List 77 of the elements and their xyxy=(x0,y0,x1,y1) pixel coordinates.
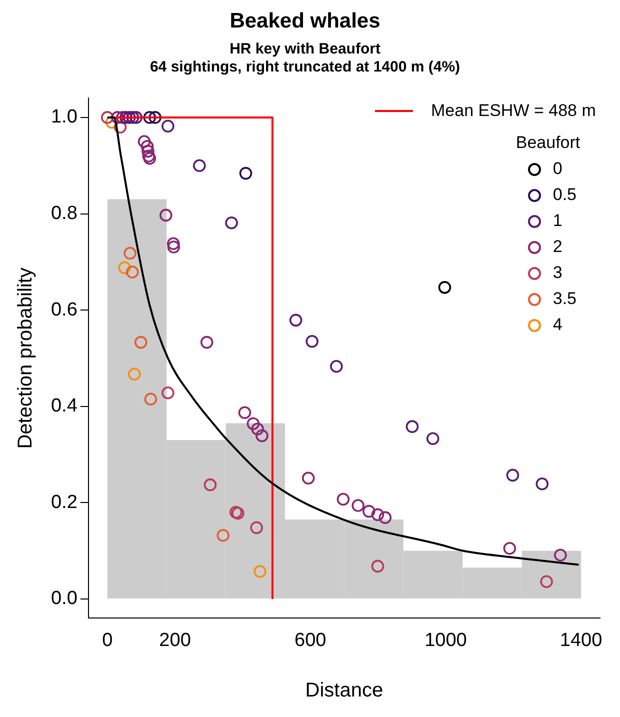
point xyxy=(192,159,206,172)
point xyxy=(406,420,419,433)
x-tick-label: 600 xyxy=(294,630,326,651)
point xyxy=(148,111,162,124)
point xyxy=(144,392,158,406)
point xyxy=(336,492,350,506)
point xyxy=(352,499,364,512)
legend-label: 0.5 xyxy=(552,185,577,206)
y-tick-label: 0.6 xyxy=(50,299,78,320)
x-tick-label: 1000 xyxy=(424,630,467,651)
point xyxy=(426,432,440,446)
point xyxy=(216,528,230,542)
point xyxy=(371,560,384,573)
y-tick-label: 0.4 xyxy=(50,396,78,417)
point xyxy=(246,417,260,430)
point xyxy=(503,542,516,555)
point xyxy=(124,246,136,260)
point xyxy=(371,508,384,522)
chart-subtitle: HR key with Beaufort 64 sightings, right truncated at 1400 m (4%) xyxy=(150,40,460,76)
point xyxy=(536,477,549,490)
point xyxy=(114,120,127,134)
point xyxy=(362,504,376,518)
point xyxy=(256,429,268,442)
y-tick-label: 1.0 xyxy=(50,106,78,128)
point xyxy=(302,472,315,484)
legend-label: Mean ESHW = 488 m xyxy=(431,101,596,122)
point xyxy=(251,422,264,436)
point xyxy=(143,111,156,124)
point xyxy=(225,216,238,230)
point xyxy=(306,334,318,348)
point xyxy=(378,511,392,524)
point xyxy=(204,478,217,492)
point xyxy=(140,140,154,153)
point xyxy=(200,336,214,349)
y-axis-title: Detection probability xyxy=(14,268,37,449)
x-tick-label: 1400 xyxy=(560,630,602,651)
legend-label: 0 xyxy=(552,159,562,180)
legend-label: 3 xyxy=(552,263,562,284)
point xyxy=(330,360,343,373)
point xyxy=(166,237,180,250)
y-tick-label: 0.0 xyxy=(50,588,78,610)
point xyxy=(239,166,252,180)
point xyxy=(134,336,148,349)
point xyxy=(138,135,151,148)
y-tick-label: 0.8 xyxy=(50,202,78,224)
point xyxy=(111,111,124,124)
point xyxy=(142,150,156,162)
point xyxy=(238,406,252,420)
legend-label: 1 xyxy=(552,211,562,232)
legend-label: 2 xyxy=(552,237,562,258)
point xyxy=(289,314,302,327)
point xyxy=(128,368,141,380)
chart-title: Beaked whales xyxy=(230,9,380,32)
legend-label: 4 xyxy=(552,315,562,336)
point xyxy=(162,386,174,400)
x-tick-label: 200 xyxy=(159,630,191,651)
legend-title: Beaufort xyxy=(516,132,582,154)
x-tick-label: 0 xyxy=(102,630,113,651)
point xyxy=(126,266,139,278)
point xyxy=(554,548,567,562)
x-axis-title: Distance xyxy=(305,680,384,702)
point xyxy=(506,468,520,482)
point xyxy=(120,111,132,124)
point xyxy=(159,208,172,222)
point xyxy=(118,261,132,274)
point xyxy=(254,565,266,578)
legend-label: 3.5 xyxy=(552,289,577,310)
point xyxy=(438,281,452,294)
point xyxy=(143,152,156,165)
point xyxy=(162,120,174,133)
point xyxy=(250,521,263,534)
point xyxy=(167,240,180,254)
point xyxy=(130,111,143,124)
point xyxy=(540,575,553,588)
point xyxy=(142,144,154,158)
point xyxy=(100,111,114,124)
y-tick-label: 0.2 xyxy=(50,492,78,513)
